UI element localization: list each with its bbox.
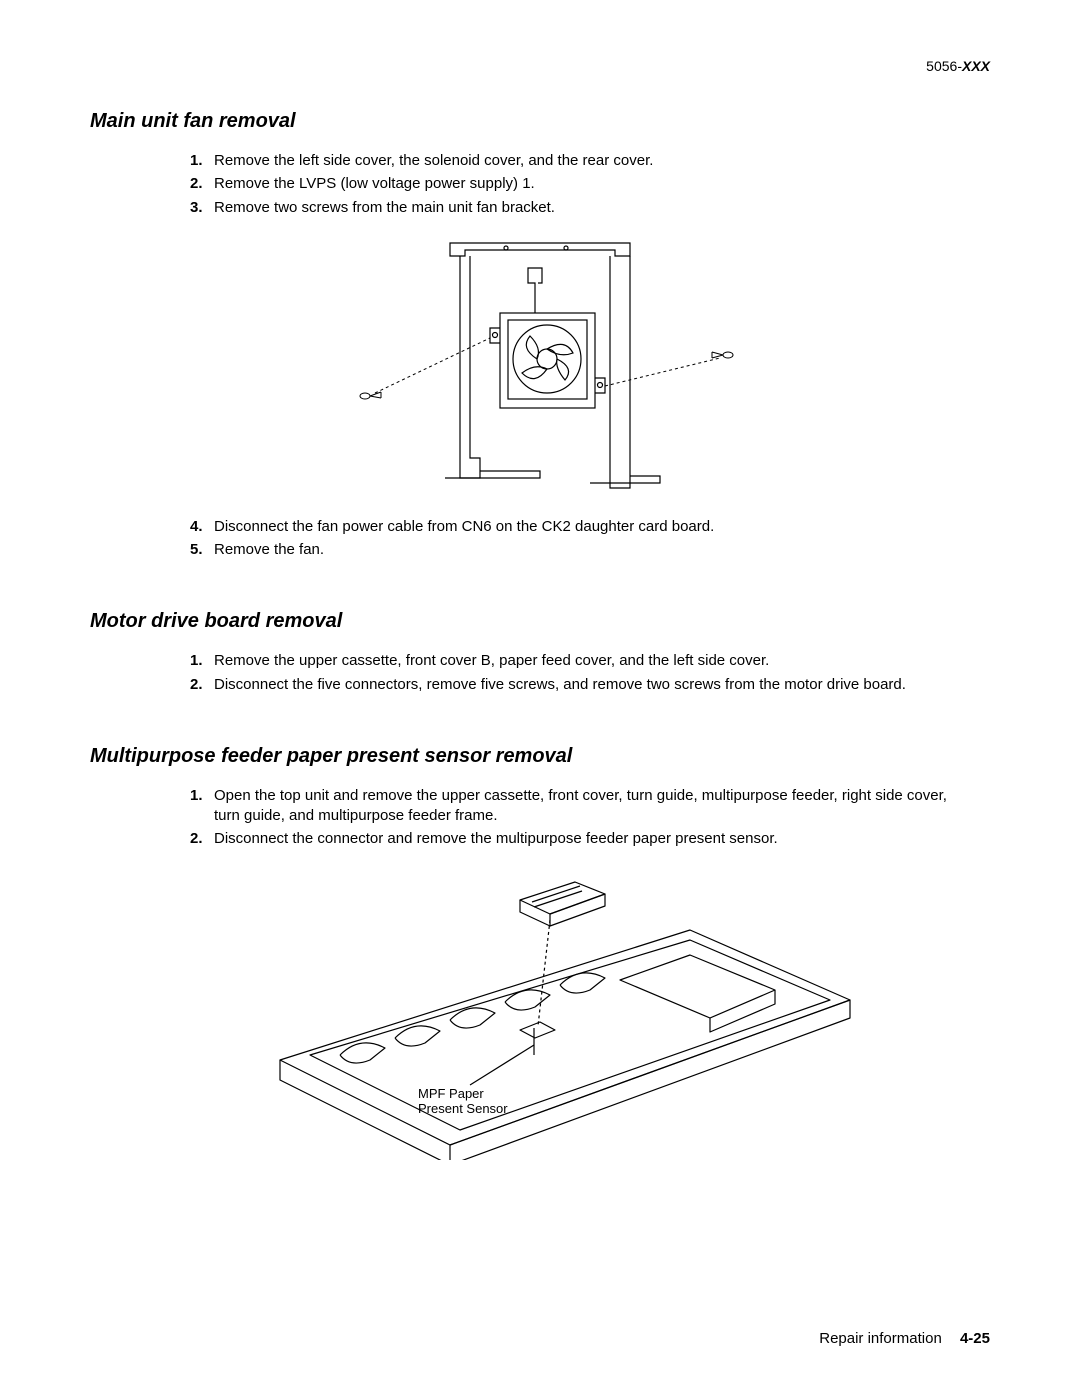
step-number: 2. xyxy=(190,829,203,849)
step-item: 2. Disconnect the connector and remove th… xyxy=(190,829,970,849)
step-item: 5. Remove the fan. xyxy=(190,540,970,560)
step-text: Disconnect the five connectors, remove f… xyxy=(214,676,906,693)
model-prefix: 5056- xyxy=(926,58,962,74)
step-number: 1. xyxy=(190,651,203,671)
step-item: 4. Disconnect the fan power cable from CN… xyxy=(190,517,970,537)
footer-section-label: Repair information xyxy=(819,1330,942,1347)
footer-page-number: 4-25 xyxy=(960,1330,990,1347)
callout-line2: Present Sensor xyxy=(418,1101,508,1116)
step-number: 5. xyxy=(190,540,203,560)
step-number: 3. xyxy=(190,198,203,218)
step-item: 1. Remove the upper cassette, front cover… xyxy=(190,651,970,671)
step-item: 1. Remove the left side cover, the soleno… xyxy=(190,151,970,171)
step-number: 2. xyxy=(190,174,203,194)
step-item: 2. Disconnect the five connectors, remove… xyxy=(190,675,970,695)
steps-list-mpf: 1. Open the top unit and remove the upper… xyxy=(190,786,970,850)
step-number: 2. xyxy=(190,675,203,695)
step-text: Disconnect the connector and remove the … xyxy=(214,830,778,847)
section-title-motor-drive: Motor drive board removal xyxy=(90,610,990,633)
document-header: 5056-XXX xyxy=(926,58,990,74)
step-text: Open the top unit and remove the upper c… xyxy=(214,787,947,824)
step-number: 1. xyxy=(190,151,203,171)
step-item: 2. Remove the LVPS (low voltage power sup… xyxy=(190,174,970,194)
steps-list-fan-a: 1. Remove the left side cover, the soleno… xyxy=(190,151,970,218)
section-title-mpf-sensor: Multipurpose feeder paper present sensor… xyxy=(90,745,990,768)
step-number: 1. xyxy=(190,786,203,806)
callout-line1: MPF Paper xyxy=(418,1086,484,1101)
page-footer: Repair information 4-25 xyxy=(819,1330,990,1347)
step-text: Remove the fan. xyxy=(214,541,324,558)
step-text: Remove two screws from the main unit fan… xyxy=(214,199,555,216)
step-item: 1. Open the top unit and remove the upper… xyxy=(190,786,970,827)
step-text: Remove the LVPS (low voltage power suppl… xyxy=(214,175,535,192)
figure-callout-label: MPF Paper Present Sensor xyxy=(418,1086,508,1117)
figure-mpf-sensor: MPF Paper Present Sensor xyxy=(220,860,860,1165)
section-title-fan-removal: Main unit fan removal xyxy=(90,110,990,133)
figure-fan-bracket xyxy=(90,228,990,503)
step-text: Remove the upper cassette, front cover B… xyxy=(214,652,769,669)
step-text: Disconnect the fan power cable from CN6 … xyxy=(214,518,714,535)
step-item: 3. Remove two screws from the main unit f… xyxy=(190,198,970,218)
steps-list-fan-b: 4. Disconnect the fan power cable from CN… xyxy=(190,517,970,561)
steps-list-motor: 1. Remove the upper cassette, front cover… xyxy=(190,651,970,695)
step-number: 4. xyxy=(190,517,203,537)
step-text: Remove the left side cover, the solenoid… xyxy=(214,152,653,169)
model-suffix: XXX xyxy=(962,58,990,74)
